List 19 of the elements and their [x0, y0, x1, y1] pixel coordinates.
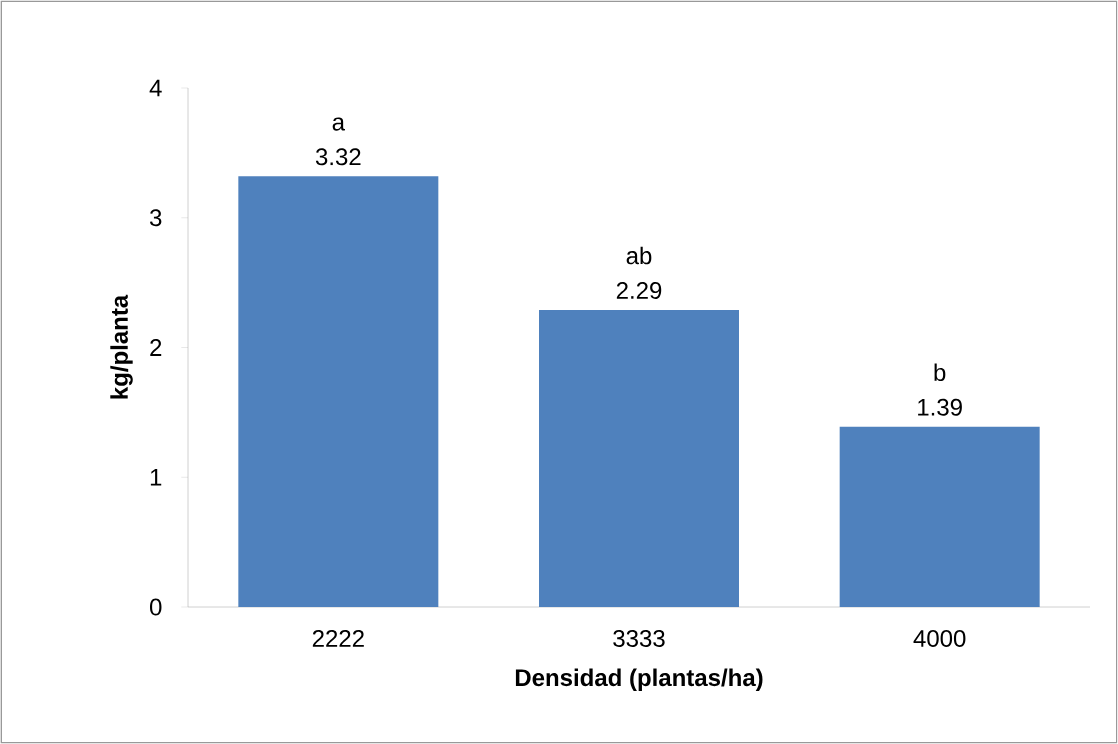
y-tick-label: 1 [150, 468, 162, 486]
bar [238, 176, 439, 607]
y-tick-label: 2 [150, 339, 162, 356]
data-label: 1.39 [918, 398, 962, 416]
data-label: 2.29 [616, 281, 662, 299]
bar [539, 309, 739, 607]
annotation: ab [626, 246, 652, 265]
y-axis-title: kg/planta [110, 294, 133, 399]
x-tick-label: 4000 [913, 629, 966, 647]
y-tick-label: 0 [149, 598, 162, 616]
x-tick-label: 2222 [312, 629, 364, 647]
x-axis-title: Densidad (plantas/ha) [515, 668, 763, 691]
annotation: b [934, 363, 946, 382]
annotation: a [332, 117, 345, 131]
y-tick-label: 4 [149, 79, 162, 97]
x-tick-label: 3333 [613, 629, 665, 647]
y-tick-label: 3 [149, 209, 162, 227]
bar [839, 426, 1040, 607]
data-label: 3.32 [315, 148, 361, 166]
